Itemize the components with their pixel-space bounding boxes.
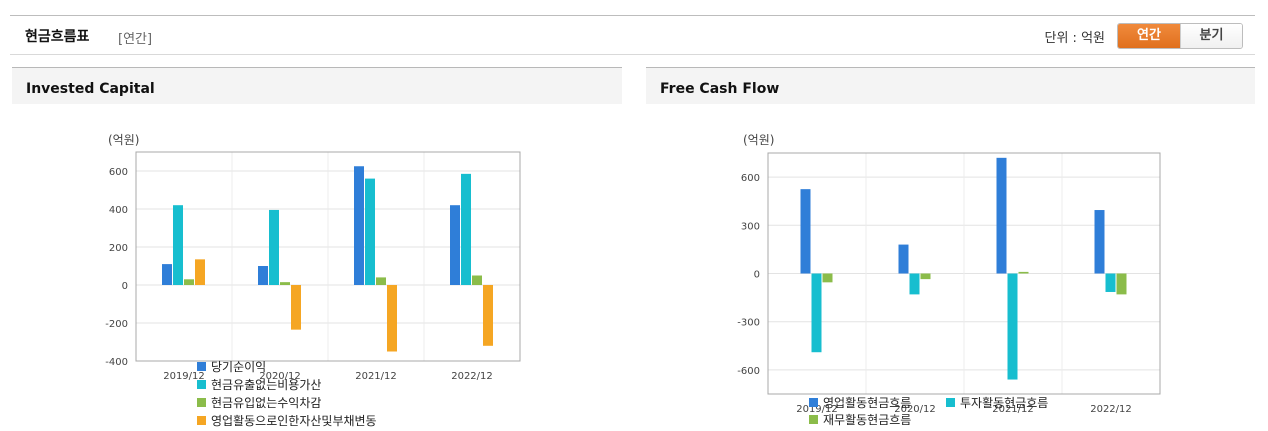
legend-swatch [197,380,206,389]
bar [811,273,822,353]
invested-capital-panel: Invested Capital 600 400 200 0 -200 -400 (억원) 2… [12,67,622,428]
bar [909,273,920,295]
y-tick-label: -300 [737,318,760,329]
y-tick-label: 600 [741,173,760,184]
x-tick-label: 2022/12 [451,371,493,382]
bar [195,259,205,285]
plot-border [767,152,1161,395]
bar [898,244,909,274]
bar [173,205,183,285]
legend-label: 현금유출없는비용가산 [211,378,321,392]
cashflow-header: 현금흐름표 [연간] 단위 : 억원 연간 분기 [10,15,1255,55]
bar [1007,273,1018,380]
plot-border [135,151,521,362]
legend-label: 재무활동현금흐름 [823,413,911,427]
bar [387,285,397,352]
x-tick-label: 2020/12 [259,371,301,382]
x-tick-label: 2021/12 [355,371,397,382]
bar [1018,271,1029,274]
bar [800,189,811,274]
legend-swatch [809,415,818,424]
y-tick-label: -400 [105,357,128,368]
bar [184,279,194,285]
bar [920,273,931,280]
y-tick-label: 300 [741,221,760,232]
bar [258,266,268,285]
period-toggle: 연간 분기 [1117,23,1243,49]
bar [822,273,833,283]
y-tick-label: 400 [109,205,128,216]
unit-label: 단위 : 억원 [1044,31,1106,46]
section-title: 현금흐름표 [25,29,90,45]
bar [280,282,290,285]
annual-toggle-button[interactable]: 연간 [1118,24,1180,48]
legend-swatch [197,416,206,425]
bar [1105,273,1116,292]
legend-swatch [197,362,206,371]
bar [472,275,482,285]
quarter-toggle-button[interactable]: 분기 [1180,24,1242,48]
x-tick-label: 2019/12 [796,404,838,415]
legend-label: 투자활동현금흐름 [960,396,1048,410]
bar [162,264,172,285]
y-tick-label: -600 [737,366,760,377]
bar [1116,273,1127,295]
legend-label: 영업활동으로인한자산및부채변동 [211,414,377,427]
x-tick-label: 2020/12 [894,404,936,415]
free-cash-flow-chart: 600 300 0 -300 -600 (억원) 2019/12 2020/12 2021/12… [737,133,1161,427]
free-cash-flow-title: Free Cash Flow [646,67,1255,104]
y-tick-label: 0 [122,281,128,292]
legend-label: 현금유입없는수익차감 [211,396,321,410]
x-tick-label: 2021/12 [992,404,1034,415]
legend-label: 당기순이익 [211,360,266,374]
legend-swatch [809,398,818,407]
bar [996,157,1007,274]
bar [450,205,460,285]
invested-capital-title: Invested Capital [12,67,622,104]
bar [269,209,279,285]
free-cash-flow-panel: Free Cash Flow 600 300 0 -300 -600 (억원) 2019/1… [646,67,1255,427]
bar [1094,210,1105,274]
legend-swatch [946,398,955,407]
unit-label: (억원) [108,133,139,147]
x-tick-label: 2019/12 [163,371,205,382]
invested-capital-chart: 600 400 200 0 -200 -400 (억원) 2019/12 2020/12 2021… [105,133,521,428]
x-tick-label: 2022/12 [1090,404,1132,415]
unit-label: (억원) [743,133,774,147]
legend-swatch [197,398,206,407]
bar [461,173,471,285]
period-label: [연간] [118,32,153,47]
bar [376,277,386,285]
y-tick-label: 0 [754,270,760,281]
y-tick-label: 600 [109,167,128,178]
bar [483,285,493,346]
legend-label: 영업활동현금흐름 [823,396,911,410]
y-tick-label: -200 [105,319,128,330]
bar [365,178,375,285]
bar [354,166,364,285]
y-tick-label: 200 [109,243,128,254]
bar [291,285,301,330]
